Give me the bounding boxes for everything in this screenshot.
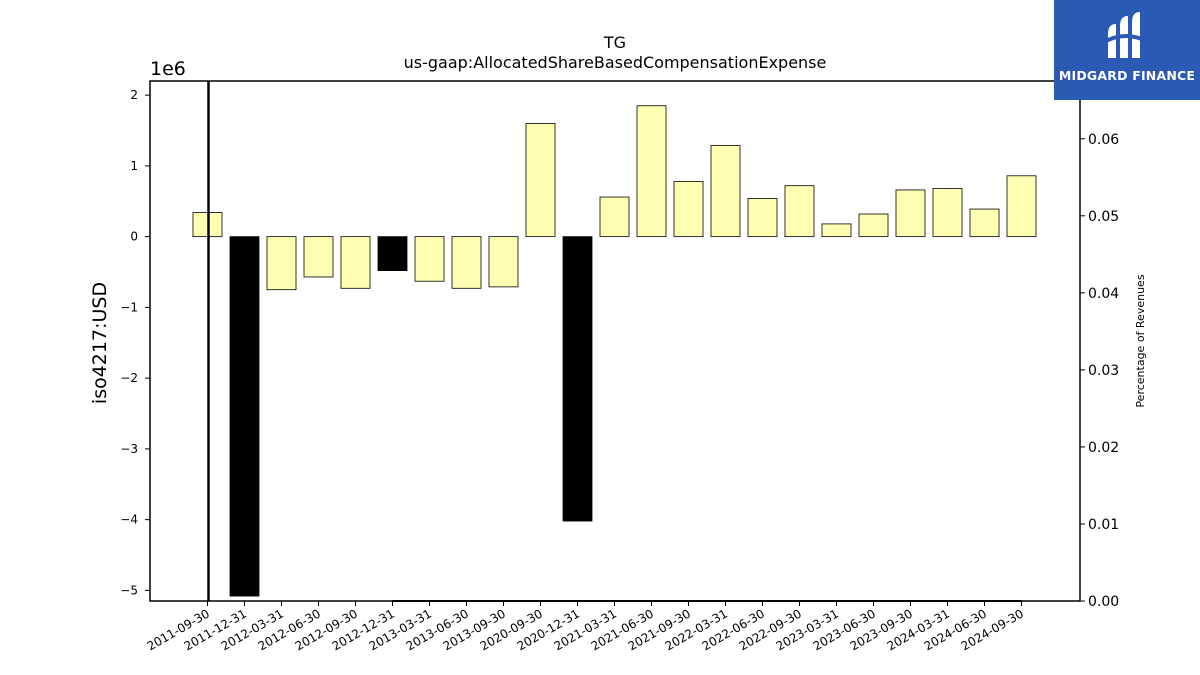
y2-tick-label: 0.00 xyxy=(1088,594,1119,610)
bar-2013-09-30 xyxy=(488,236,519,288)
y2-tick-label: 0.01 xyxy=(1088,517,1119,533)
y2-axis-label: Percentage of Revenues xyxy=(1134,274,1147,407)
bar-2020-12-31 xyxy=(562,236,593,522)
bar-2021-09-30 xyxy=(673,181,704,238)
bar-2022-09-30 xyxy=(784,185,815,238)
y-tick-label: 0 xyxy=(130,230,138,244)
bar-2012-09-30 xyxy=(340,236,371,289)
bar-2022-06-30 xyxy=(747,198,778,238)
y-tick-label: 2 xyxy=(130,88,138,102)
bar-2021-03-31 xyxy=(599,196,630,238)
bar-2011-12-31 xyxy=(229,236,260,597)
bar-2013-03-31 xyxy=(414,236,445,282)
y-tick-label: −2 xyxy=(120,371,138,385)
bar-2013-06-30 xyxy=(451,236,482,289)
plot-frame xyxy=(149,80,1081,602)
bar-2024-03-31 xyxy=(932,188,963,238)
chart-subtitle: us-gaap:AllocatedShareBasedCompensationE… xyxy=(404,53,827,72)
bar-2022-03-31 xyxy=(710,144,741,238)
bar-2024-09-30 xyxy=(1006,175,1037,238)
bar-2012-12-31 xyxy=(377,236,408,272)
y-tick-label: 1 xyxy=(130,159,138,173)
y-axis-label: iso4217:USD xyxy=(89,282,111,404)
y2-tick-label: 0.03 xyxy=(1088,363,1119,379)
y-tick-label: −4 xyxy=(120,513,138,527)
bar-2023-03-31 xyxy=(821,223,852,238)
y-tick-label: −3 xyxy=(120,442,138,456)
bar-2023-06-30 xyxy=(858,213,889,238)
bar-2024-06-30 xyxy=(969,208,1000,238)
bar-2021-06-30 xyxy=(636,105,667,238)
y-tick-label: −5 xyxy=(120,583,138,597)
bar-2012-06-30 xyxy=(303,236,334,278)
bar-2023-09-30 xyxy=(895,189,926,238)
y-offset-label: 1e6 xyxy=(150,58,186,80)
y2-tick-label: 0.06 xyxy=(1088,132,1119,148)
y2-tick-label: 0.04 xyxy=(1088,286,1119,302)
midgard-logo-icon xyxy=(1103,12,1149,58)
logo-badge: MIDGARD FINANCE xyxy=(1054,0,1200,100)
bar-2020-09-30 xyxy=(525,123,556,238)
chart-title: TG xyxy=(603,33,626,52)
bar-2012-03-31 xyxy=(266,236,297,291)
y2-tick-label: 0.05 xyxy=(1088,209,1119,225)
y-tick-label: −1 xyxy=(120,300,138,314)
logo-text: MIDGARD FINANCE xyxy=(1058,68,1196,83)
y2-tick-label: 0.02 xyxy=(1088,440,1119,456)
